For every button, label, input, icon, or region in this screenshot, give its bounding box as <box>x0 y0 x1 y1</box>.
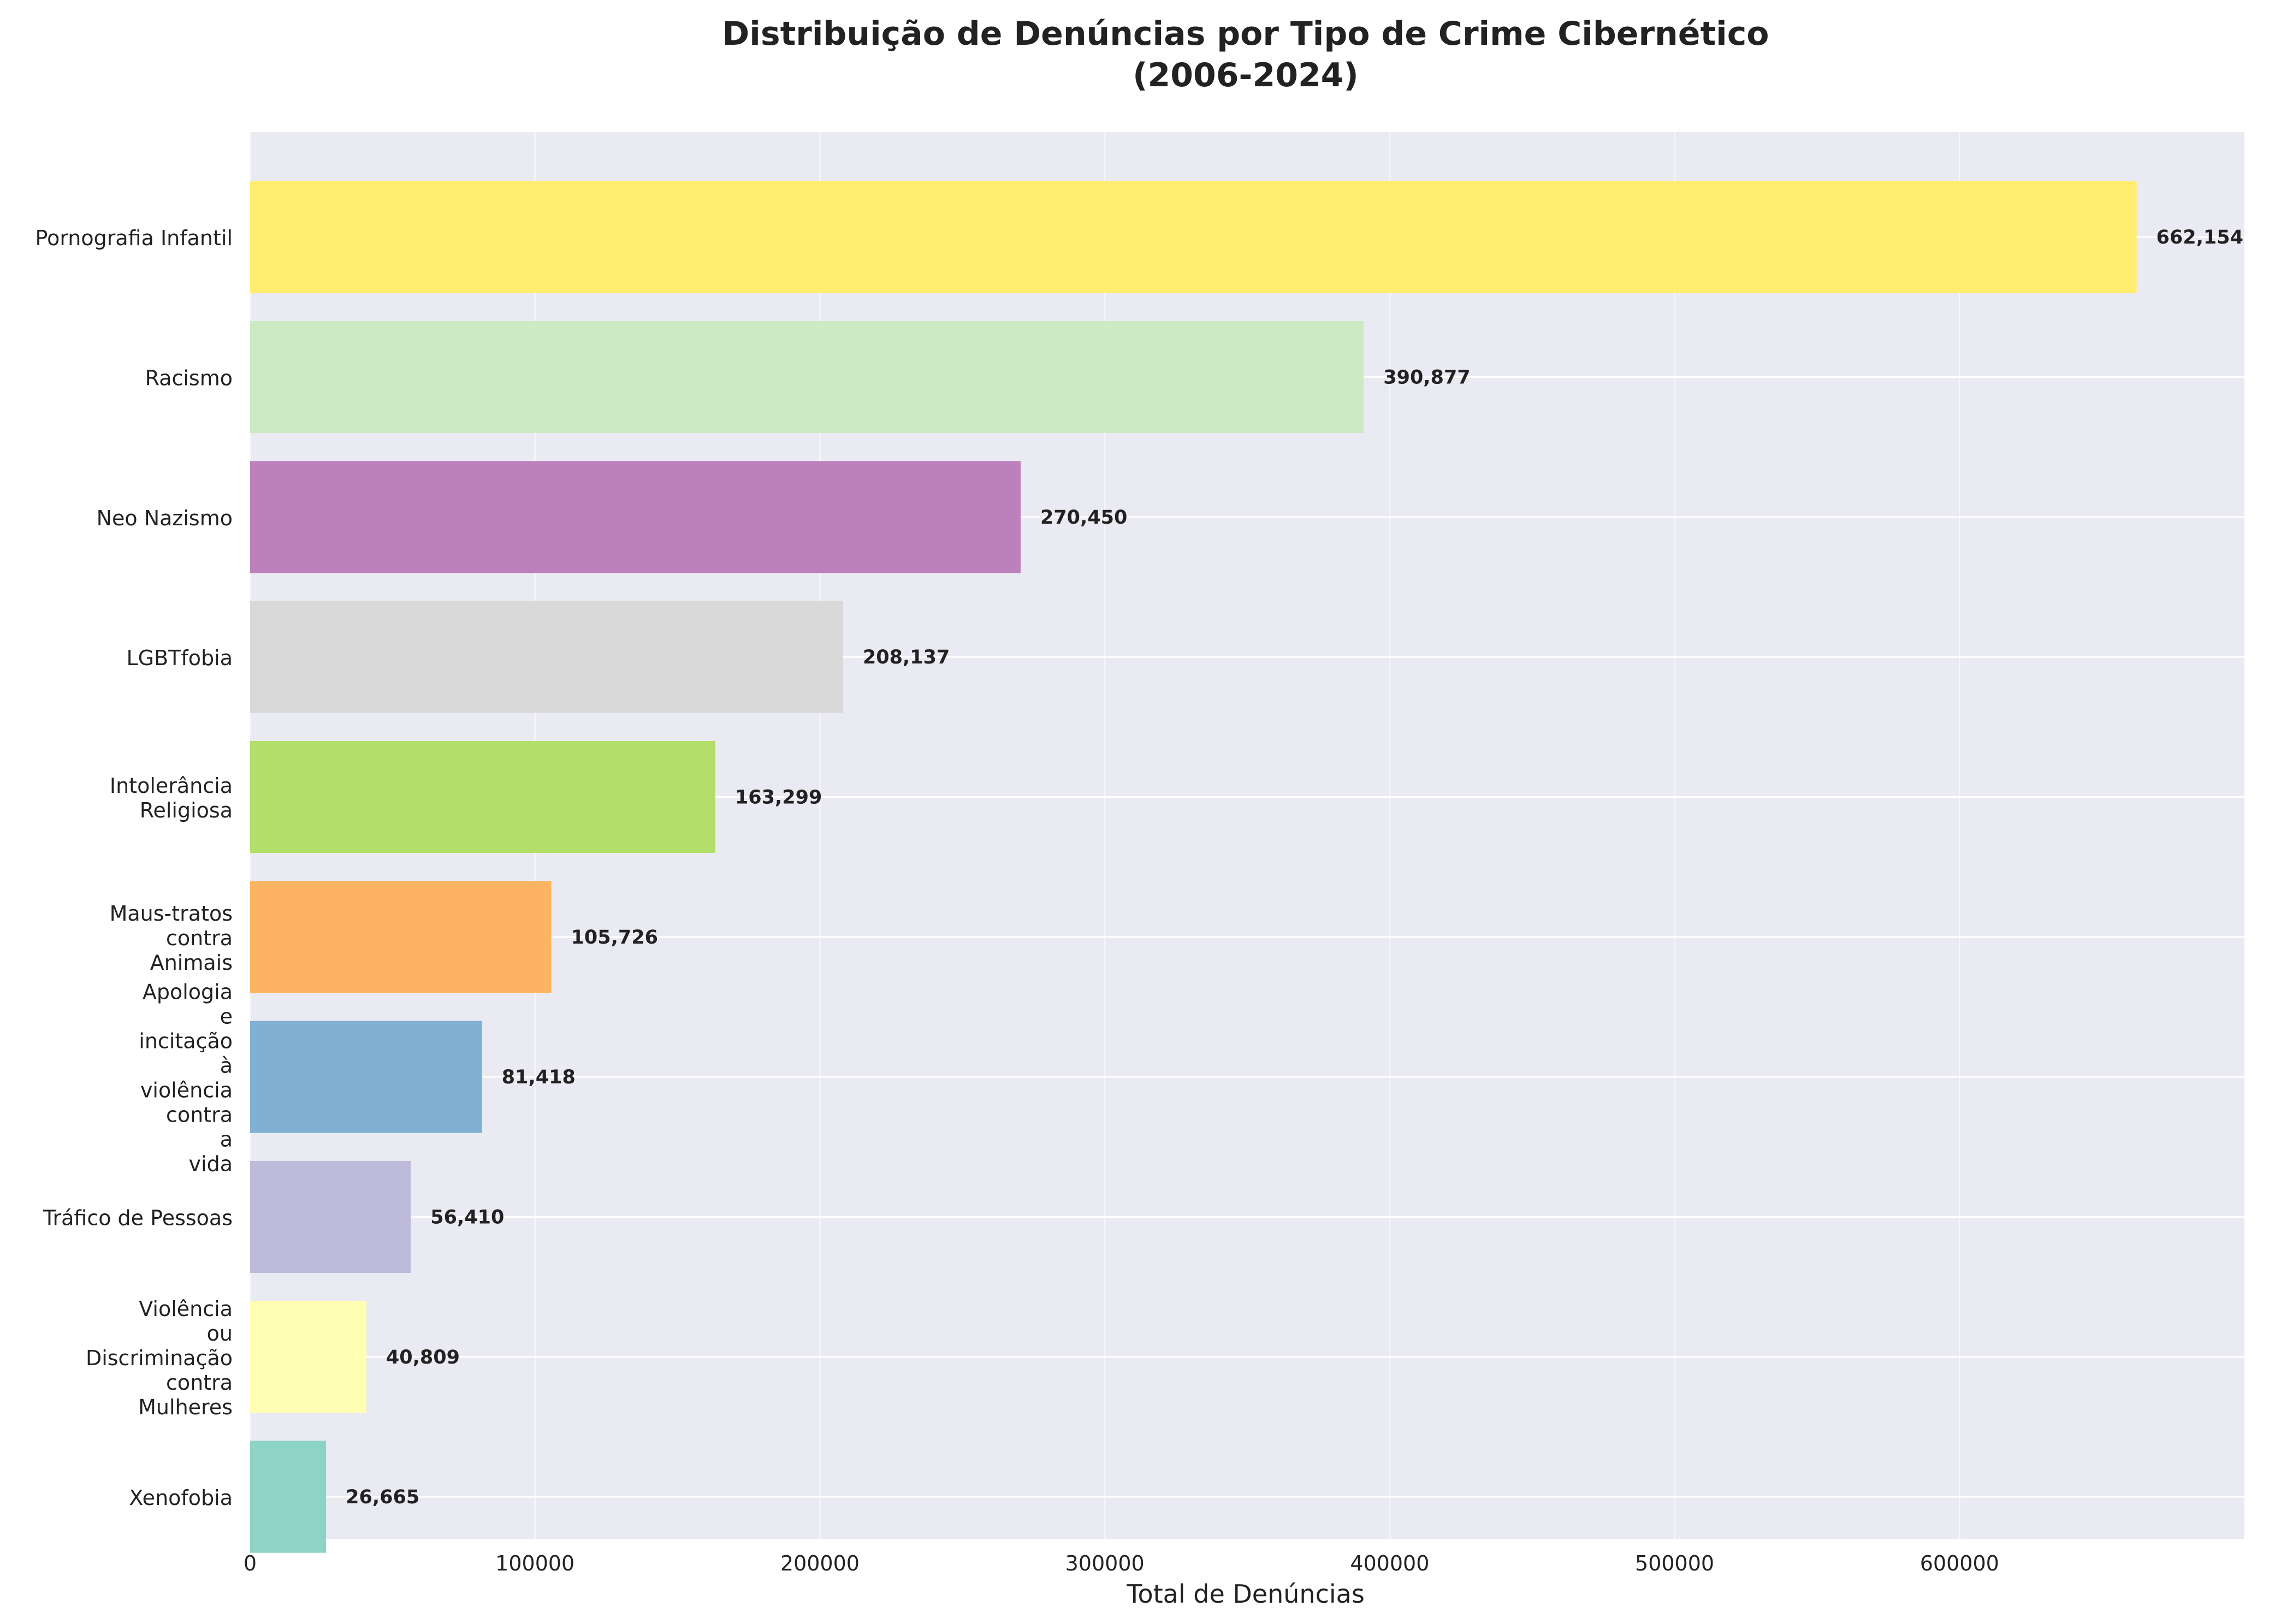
category-label: Intolerância <box>110 774 233 798</box>
bar[interactable] <box>250 1301 366 1413</box>
category-label: vida <box>189 1152 233 1176</box>
category-label: Neo Nazismo <box>97 506 233 530</box>
category-label: contra <box>166 926 233 950</box>
x-tick-label: 300000 <box>1065 1551 1145 1575</box>
category-label: contra <box>166 1371 233 1395</box>
category-label: contra <box>166 1103 233 1127</box>
bar[interactable] <box>250 461 1021 573</box>
category-label: Tráfico de Pessoas <box>43 1206 233 1230</box>
x-tick-label: 200000 <box>780 1551 860 1575</box>
x-axis-label: Total de Denúncias <box>1126 1579 1365 1609</box>
bar[interactable] <box>250 1021 482 1133</box>
x-tick-label: 0 <box>244 1551 257 1575</box>
x-tick-label: 500000 <box>1635 1551 1714 1575</box>
category-label: Discriminação <box>86 1346 233 1370</box>
category-label: LGBTfobia <box>127 646 233 670</box>
value-label: 163,299 <box>735 787 822 809</box>
value-label: 662,154 <box>2157 227 2243 248</box>
category-label: Racismo <box>145 366 233 390</box>
x-tick-label: 100000 <box>495 1551 574 1575</box>
bar[interactable] <box>250 601 843 713</box>
category-label: Religiosa <box>140 798 233 822</box>
category-label: Maus-tratos <box>110 902 233 926</box>
bar[interactable] <box>250 181 2137 293</box>
category-label: ou <box>207 1321 233 1346</box>
chart-title: Distribuição de Denúncias por Tipo de Cr… <box>722 15 1769 53</box>
chart-subtitle: (2006-2024) <box>1133 56 1359 94</box>
bar[interactable] <box>250 881 552 993</box>
bar[interactable] <box>250 321 1364 434</box>
category-label: Pornografia Infantil <box>35 226 233 250</box>
category-label: Mulheres <box>138 1395 233 1419</box>
value-label: 105,726 <box>571 927 658 949</box>
category-label: violência <box>140 1078 233 1103</box>
bar[interactable] <box>250 740 715 854</box>
bar[interactable] <box>250 1160 411 1273</box>
category-label: incitação <box>139 1029 233 1053</box>
bar[interactable] <box>250 1441 327 1553</box>
value-label: 208,137 <box>863 647 950 668</box>
value-label: 56,410 <box>430 1206 504 1228</box>
category-label: e <box>220 1005 233 1029</box>
value-label: 270,450 <box>1040 507 1127 529</box>
value-label: 81,418 <box>502 1066 576 1088</box>
category-label: Xenofobia <box>129 1486 233 1510</box>
x-tick-label: 600000 <box>1920 1551 1999 1575</box>
plot-area: 662,154 Pornografia Infantil 390,877 Racism… <box>35 132 2244 1575</box>
value-label: 26,665 <box>346 1486 419 1508</box>
category-label: Apologia <box>143 980 233 1004</box>
category-label: Violência <box>139 1297 233 1321</box>
x-tick-label: 400000 <box>1350 1551 1429 1575</box>
category-label: Animais <box>150 951 233 975</box>
category-label: à <box>220 1054 233 1078</box>
value-label: 390,877 <box>1383 367 1470 389</box>
value-label: 40,809 <box>386 1347 460 1368</box>
category-label: a <box>220 1128 233 1152</box>
